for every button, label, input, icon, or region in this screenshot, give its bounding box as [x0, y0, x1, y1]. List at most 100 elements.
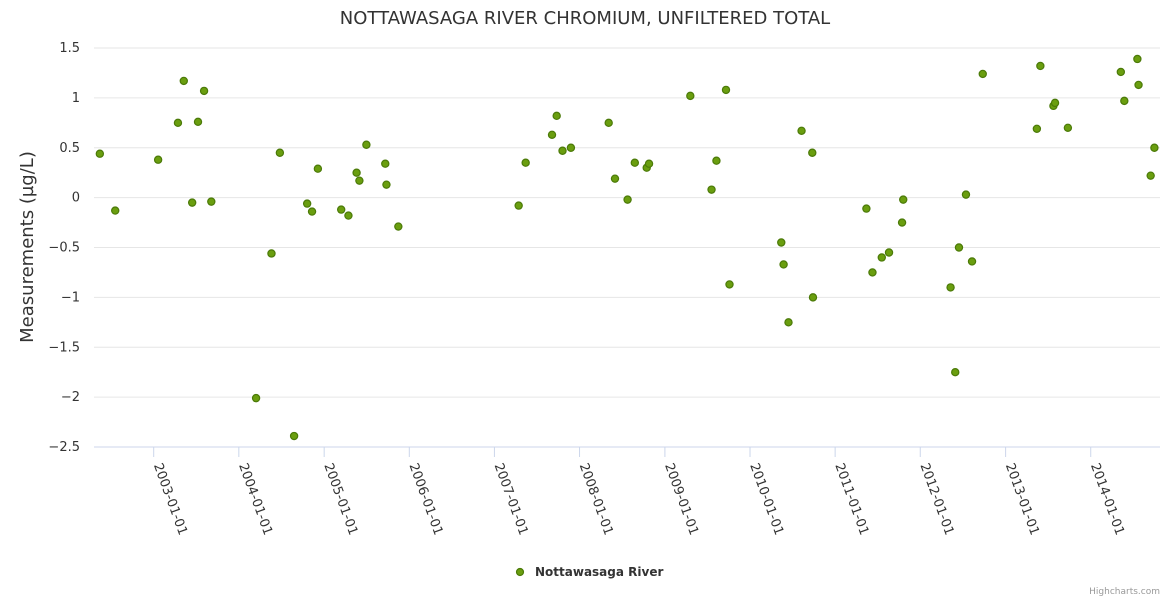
data-point[interactable]: [884, 248, 894, 257]
data-point[interactable]: [193, 117, 203, 127]
y-tick-label: −1.5: [48, 340, 80, 355]
chart-title: NOTTAWASAGA RIVER CHROMIUM, UNFILTERED T…: [340, 8, 830, 29]
data-point[interactable]: [337, 205, 346, 214]
data-point[interactable]: [644, 159, 654, 168]
y-tick-label: −1: [61, 290, 80, 305]
data-point[interactable]: [521, 158, 530, 167]
credits-link[interactable]: Highcharts.com: [1089, 587, 1160, 597]
data-point[interactable]: [514, 201, 523, 210]
data-point[interactable]: [954, 243, 964, 252]
data-point[interactable]: [302, 199, 312, 208]
data-points: [95, 54, 1159, 441]
data-point[interactable]: [808, 293, 818, 302]
data-point[interactable]: [797, 126, 806, 135]
data-point[interactable]: [877, 253, 886, 262]
x-tick-label: 2012-01-01: [917, 461, 957, 537]
data-point[interactable]: [978, 69, 987, 79]
data-point[interactable]: [1146, 171, 1155, 180]
data-point[interactable]: [779, 260, 788, 269]
x-tick-label: 2007-01-01: [491, 461, 531, 537]
data-point[interactable]: [610, 174, 620, 183]
data-point[interactable]: [1133, 54, 1142, 64]
x-tick-label: 2009-01-01: [661, 461, 701, 537]
data-point[interactable]: [862, 204, 871, 213]
y-tick-label: 1: [72, 91, 80, 106]
data-point[interactable]: [712, 156, 721, 165]
data-point[interactable]: [899, 195, 908, 204]
data-point[interactable]: [707, 185, 716, 194]
data-point[interactable]: [721, 85, 731, 95]
data-point[interactable]: [547, 130, 557, 139]
data-point[interactable]: [951, 367, 960, 377]
x-tick-label: 2006-01-01: [406, 461, 446, 537]
data-point[interactable]: [394, 222, 403, 231]
data-point[interactable]: [552, 111, 561, 121]
x-tick-label: 2005-01-01: [320, 461, 360, 537]
data-point[interactable]: [558, 146, 567, 155]
data-point[interactable]: [187, 198, 197, 207]
y-axis-label: Measurements (µg/L): [17, 151, 38, 343]
x-tick-label: 2013-01-01: [1002, 461, 1042, 537]
y-tick-label: 0: [72, 191, 80, 206]
data-point[interactable]: [961, 190, 971, 199]
data-point[interactable]: [967, 257, 977, 266]
data-point[interactable]: [630, 158, 640, 167]
x-axis: 2003-01-01 2004-01-01 2005-01-01 2006-01-01…: [150, 447, 1127, 537]
data-point[interactable]: [381, 159, 390, 168]
y-axis-ticks: 1.5 1 0.5 0 −0.5 −1 −1.5 −2 −2.5: [48, 41, 80, 455]
x-tick-label: 2010-01-01: [746, 461, 786, 537]
data-point[interactable]: [1120, 96, 1129, 106]
data-point[interactable]: [1032, 124, 1042, 133]
data-point[interactable]: [199, 86, 209, 96]
legend-label[interactable]: Nottawasaga River: [535, 565, 663, 579]
data-point[interactable]: [275, 148, 285, 157]
data-point[interactable]: [207, 197, 216, 206]
y-tick-label: −2: [61, 390, 80, 405]
data-point[interactable]: [251, 393, 261, 403]
y-tick-label: −0.5: [48, 241, 80, 256]
data-point[interactable]: [897, 218, 907, 227]
data-point[interactable]: [153, 155, 163, 164]
data-point[interactable]: [725, 280, 734, 289]
x-tick-label: 2003-01-01: [150, 461, 190, 537]
data-point[interactable]: [1063, 123, 1073, 133]
y-tick-label: 1.5: [59, 41, 80, 56]
y-tick-label: −2.5: [48, 440, 80, 455]
data-point[interactable]: [307, 207, 317, 216]
legend[interactable]: Nottawasaga River: [515, 565, 664, 579]
data-point[interactable]: [604, 118, 613, 128]
data-point[interactable]: [111, 206, 120, 215]
x-tick-label: 2004-01-01: [235, 461, 275, 537]
x-tick-label: 2011-01-01: [831, 461, 871, 537]
data-point[interactable]: [313, 164, 323, 173]
data-point[interactable]: [362, 140, 371, 149]
data-point[interactable]: [566, 143, 576, 152]
data-point[interactable]: [289, 431, 299, 441]
data-point[interactable]: [95, 149, 105, 158]
data-point[interactable]: [1150, 143, 1159, 152]
x-tick-label: 2014-01-01: [1087, 461, 1127, 537]
data-point[interactable]: [382, 180, 391, 189]
x-tick-label: 2008-01-01: [576, 461, 616, 537]
data-point[interactable]: [784, 318, 793, 327]
data-point[interactable]: [1116, 67, 1126, 77]
data-point[interactable]: [868, 268, 877, 277]
data-point[interactable]: [1050, 98, 1060, 108]
data-point[interactable]: [173, 118, 183, 128]
data-point[interactable]: [777, 238, 786, 247]
data-point[interactable]: [1036, 61, 1045, 71]
y-tick-label: 0.5: [59, 141, 80, 156]
data-point[interactable]: [808, 148, 817, 157]
data-point[interactable]: [267, 249, 276, 258]
data-point[interactable]: [355, 176, 364, 185]
data-point[interactable]: [352, 168, 361, 177]
data-point[interactable]: [623, 195, 632, 204]
grid-lines: [94, 47, 1160, 448]
data-point[interactable]: [1134, 80, 1143, 90]
data-point[interactable]: [946, 283, 955, 292]
data-point[interactable]: [344, 211, 353, 220]
legend-marker: [515, 567, 525, 577]
data-point[interactable]: [179, 76, 188, 86]
data-point[interactable]: [686, 91, 695, 101]
